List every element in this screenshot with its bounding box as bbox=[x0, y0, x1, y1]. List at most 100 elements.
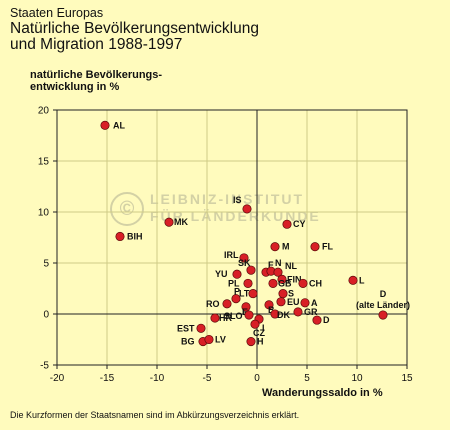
data-label: HR bbox=[219, 313, 232, 323]
data-point bbox=[115, 231, 125, 242]
x-tick-label: -20 bbox=[50, 373, 65, 384]
chart-title-line1: Natürliche Bevölkerungsentwicklung bbox=[10, 20, 259, 37]
y-axis-label-line2: entwicklung in % bbox=[30, 81, 120, 93]
data-point bbox=[239, 253, 249, 263]
data-point bbox=[231, 294, 241, 304]
data-label: SK bbox=[238, 258, 251, 268]
data-label: EU bbox=[287, 297, 300, 307]
data-point bbox=[378, 310, 388, 320]
data-point bbox=[242, 204, 252, 214]
x-tick-label: -15 bbox=[100, 373, 115, 384]
data-label: GR bbox=[304, 307, 318, 317]
data-point bbox=[298, 278, 308, 288]
data-label: YU bbox=[215, 269, 228, 279]
data-point bbox=[264, 300, 274, 310]
data-label: RO bbox=[206, 299, 220, 309]
y-tick-label: 5 bbox=[43, 259, 49, 270]
data-label: M bbox=[282, 242, 290, 252]
data-label: (alte Länder) bbox=[356, 300, 410, 310]
data-label: F bbox=[268, 260, 274, 270]
data-point bbox=[293, 307, 303, 317]
data-label: GB bbox=[278, 278, 292, 288]
y-axis-label: natürliche Bevölkerungs- entwicklung in … bbox=[30, 69, 162, 93]
footnote: Die Kurzformen der Staatsnamen sind im A… bbox=[10, 410, 300, 420]
data-point bbox=[268, 278, 278, 288]
data-point bbox=[248, 289, 258, 299]
data-point bbox=[277, 274, 287, 284]
data-label: EST bbox=[177, 323, 195, 333]
data-point bbox=[348, 275, 358, 285]
data-label: FIN bbox=[287, 274, 302, 284]
y-tick-label: 10 bbox=[38, 208, 50, 219]
x-tick-label: 10 bbox=[351, 373, 363, 384]
data-label: LV bbox=[215, 335, 226, 345]
data-label: D bbox=[323, 315, 330, 325]
data-label: DK bbox=[277, 310, 290, 320]
data-point bbox=[204, 334, 214, 345]
chart-title: Natürliche Bevölkerungsentwicklung und M… bbox=[10, 21, 259, 53]
data-label: CY bbox=[293, 219, 306, 229]
data-point bbox=[244, 310, 254, 320]
data-point bbox=[278, 289, 288, 299]
data-point bbox=[312, 315, 322, 325]
x-tick-label: -5 bbox=[203, 373, 212, 384]
data-point bbox=[276, 297, 286, 307]
x-axis-label: Wanderungssaldo in % bbox=[262, 387, 383, 399]
y-tick-label: 0 bbox=[43, 310, 49, 321]
data-point bbox=[222, 299, 232, 309]
data-point bbox=[270, 309, 280, 319]
data-point bbox=[310, 242, 320, 252]
data-label: SLO bbox=[224, 311, 243, 321]
data-label: E bbox=[242, 307, 248, 317]
plot-frame bbox=[56, 109, 408, 366]
data-label: CH bbox=[309, 278, 322, 288]
data-label: S bbox=[288, 289, 294, 299]
chart-subtitle: Staaten Europas bbox=[10, 6, 104, 20]
data-point bbox=[300, 298, 310, 308]
data-label: BG bbox=[181, 337, 195, 347]
data-label: P bbox=[234, 287, 240, 297]
data-point bbox=[164, 217, 174, 227]
data-point bbox=[196, 323, 206, 333]
data-label: B bbox=[268, 305, 275, 315]
y-axis-label-line1: natürliche Bevölkerungs- bbox=[30, 69, 163, 81]
y-tick-label: 20 bbox=[38, 106, 50, 117]
chart-title-line2: und Migration 1988-1997 bbox=[10, 36, 183, 53]
data-point bbox=[100, 120, 110, 130]
data-label: N bbox=[275, 258, 282, 268]
y-tick-label: -5 bbox=[40, 361, 49, 372]
data-point bbox=[232, 269, 242, 279]
data-point bbox=[246, 336, 256, 347]
data-label: AL bbox=[113, 120, 125, 130]
copyright-icon: © bbox=[110, 192, 144, 226]
x-tick-label: -10 bbox=[150, 373, 165, 384]
data-label: H bbox=[257, 337, 264, 347]
data-point bbox=[250, 319, 260, 329]
data-label: CZ bbox=[253, 328, 265, 338]
data-label: MK bbox=[174, 217, 188, 227]
data-point bbox=[243, 278, 253, 288]
data-point bbox=[270, 242, 280, 252]
data-label: BIH bbox=[127, 231, 143, 241]
x-tick-label: 15 bbox=[401, 373, 413, 384]
data-point bbox=[282, 219, 292, 229]
data-label: LT bbox=[239, 289, 250, 299]
y-tick-label: 15 bbox=[38, 157, 50, 168]
data-label: IS bbox=[233, 195, 242, 205]
data-label: NL bbox=[285, 261, 297, 271]
data-label: A bbox=[311, 298, 318, 308]
data-label: D bbox=[380, 289, 387, 299]
data-point bbox=[246, 265, 256, 275]
data-label: PL bbox=[228, 278, 240, 288]
data-label: L bbox=[359, 275, 365, 285]
data-point bbox=[273, 267, 283, 277]
data-label: FL bbox=[322, 242, 333, 252]
data-label: IRL bbox=[224, 250, 239, 260]
x-tick-label: 0 bbox=[254, 373, 260, 384]
data-label: I bbox=[262, 323, 265, 333]
x-tick-label: 5 bbox=[304, 373, 310, 384]
watermark-line1: LEIBNIZ-INSTITUT bbox=[150, 191, 305, 207]
data-point bbox=[210, 313, 220, 323]
data-point bbox=[241, 302, 251, 312]
